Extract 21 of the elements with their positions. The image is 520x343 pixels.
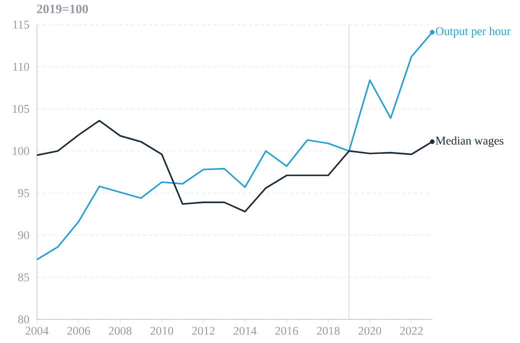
x-tick-label: 2010	[150, 326, 174, 335]
x-tick-label: 2016	[275, 326, 298, 335]
y-tick-label: 95	[18, 189, 30, 197]
y-tick-label: 110	[13, 62, 30, 71]
y-tick-label: 100	[12, 146, 30, 155]
x-tick-label: 2006	[67, 326, 90, 335]
y-tick-label: 80	[18, 315, 30, 324]
series-label: Median wages	[436, 136, 504, 148]
x-tick-label: 2008	[108, 326, 132, 335]
y-tick-label: 105	[12, 104, 30, 113]
series-label: Output per hour	[436, 26, 511, 38]
y-tick-label: 115	[13, 20, 30, 29]
x-tick-label: 2014	[234, 326, 257, 335]
x-tick-label: 2020	[358, 326, 382, 335]
x-tick-label: 2018	[316, 326, 340, 335]
y-tick-label: 85	[18, 273, 30, 282]
y-tick-label: 90	[18, 231, 30, 240]
x-tick-label: 2004	[26, 326, 49, 335]
chart-title: 2019=100	[37, 4, 88, 14]
x-tick-label: 2012	[192, 326, 215, 335]
x-tick-label: 2022	[400, 326, 423, 335]
